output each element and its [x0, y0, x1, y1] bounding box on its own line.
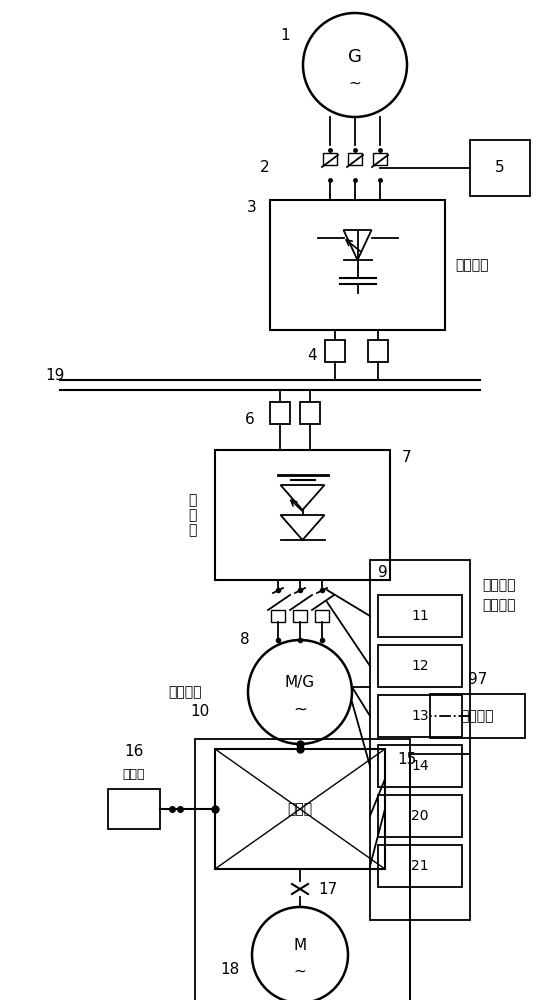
Text: 齿轮箱: 齿轮箱: [288, 802, 312, 816]
Bar: [195, 739, 410, 1000]
Text: ~: ~: [294, 964, 306, 978]
Text: 12: 12: [411, 659, 429, 673]
Text: 1: 1: [280, 27, 290, 42]
Bar: [368, 340, 388, 362]
Bar: [271, 610, 285, 622]
Bar: [108, 789, 160, 829]
Text: 频: 频: [188, 508, 197, 522]
Text: M/G: M/G: [285, 674, 315, 690]
Bar: [293, 610, 307, 622]
Bar: [378, 695, 462, 737]
Bar: [323, 153, 337, 165]
Text: 19: 19: [45, 367, 64, 382]
Bar: [315, 610, 329, 622]
Bar: [270, 402, 290, 424]
Bar: [470, 140, 530, 196]
Text: 21: 21: [411, 859, 429, 873]
Text: 10: 10: [191, 704, 210, 720]
Text: 控制模块: 控制模块: [482, 598, 516, 612]
Text: 3: 3: [247, 200, 257, 216]
Bar: [215, 749, 385, 869]
Text: 7: 7: [402, 450, 412, 466]
Text: 变: 变: [188, 493, 197, 507]
Text: ~: ~: [293, 701, 307, 719]
Text: 2: 2: [260, 160, 270, 176]
Bar: [300, 402, 320, 424]
Bar: [430, 694, 525, 738]
Text: 11: 11: [411, 609, 429, 623]
Text: 17: 17: [318, 882, 337, 896]
Bar: [378, 745, 462, 787]
Bar: [378, 645, 462, 687]
Text: 轴带电机: 轴带电机: [168, 685, 202, 699]
Text: 6: 6: [245, 412, 255, 428]
Bar: [378, 595, 462, 637]
Text: 97: 97: [468, 672, 487, 686]
Text: 14: 14: [411, 759, 429, 773]
Bar: [373, 153, 387, 165]
Text: 20: 20: [411, 809, 429, 823]
Text: ~: ~: [348, 76, 361, 91]
Text: 整流模块: 整流模块: [455, 258, 489, 272]
Text: 4: 4: [307, 348, 317, 362]
Text: 15: 15: [397, 752, 416, 766]
Text: 9: 9: [378, 565, 388, 580]
Bar: [378, 845, 462, 887]
Bar: [348, 153, 362, 165]
Text: 5: 5: [495, 160, 505, 176]
Text: 16: 16: [124, 744, 143, 758]
Bar: [378, 795, 462, 837]
Text: 13: 13: [411, 709, 429, 723]
Text: 8: 8: [240, 633, 250, 648]
Bar: [325, 340, 345, 362]
Text: 18: 18: [220, 962, 240, 978]
Bar: [215, 450, 390, 580]
Text: 螺旋桨: 螺旋桨: [123, 768, 145, 780]
Bar: [270, 200, 445, 330]
Text: G: G: [348, 48, 362, 66]
Bar: [370, 560, 470, 920]
Text: 航海雷达: 航海雷达: [461, 709, 494, 723]
Text: M: M: [294, 938, 306, 952]
Text: 轴带电机: 轴带电机: [482, 578, 516, 592]
Text: 器: 器: [188, 523, 197, 537]
